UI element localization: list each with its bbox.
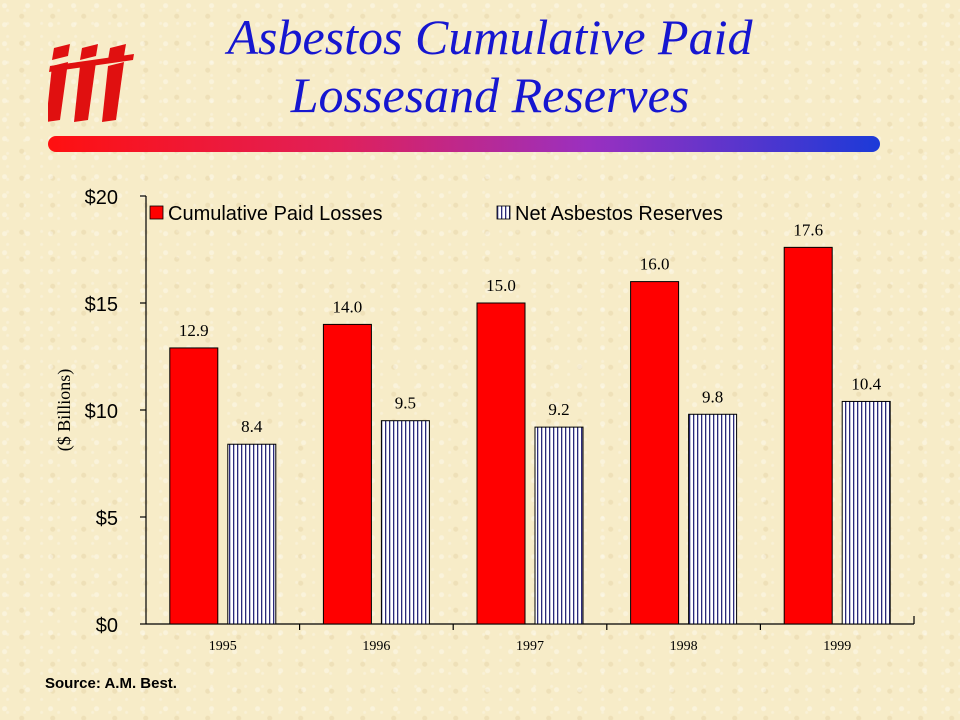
iii-logo <box>48 44 134 122</box>
x-tick-label: 1997 <box>516 639 544 654</box>
data-label-paid: 12.9 <box>179 321 209 340</box>
page-title: Asbestos Cumulative Paid Lossesand Reser… <box>150 8 830 124</box>
source-note: Source: A.M. Best. <box>45 675 177 692</box>
title-gradient-bar <box>48 136 880 152</box>
data-label-paid: 17.6 <box>793 220 823 239</box>
bar-paid-losses <box>630 281 680 625</box>
bar-paid-losses <box>322 323 372 625</box>
x-tick-label: 1996 <box>362 639 390 654</box>
y-axis-label: ($ Billions) <box>54 369 75 452</box>
bar-net-reserves <box>227 443 277 625</box>
bar-paid-losses <box>476 302 526 625</box>
bar-net-reserves <box>380 420 430 625</box>
y-tick-label: $5 <box>96 508 118 530</box>
bar-net-reserves <box>841 400 891 625</box>
x-tick-label: 1995 <box>209 639 237 654</box>
data-label-reserves: 8.4 <box>241 417 263 436</box>
title-line-2: Lossesand Reserves <box>290 67 690 123</box>
x-tick-label: 1999 <box>823 639 851 654</box>
bar-net-reserves <box>534 426 584 625</box>
data-label-paid: 16.0 <box>640 255 670 274</box>
legend-label-paid: Cumulative Paid Losses <box>168 203 383 225</box>
data-label-reserves: 9.8 <box>702 387 723 406</box>
data-label-paid: 15.0 <box>486 276 516 295</box>
y-tick-label: $15 <box>85 294 118 316</box>
x-tick-label: 1998 <box>670 639 698 654</box>
data-label-reserves: 10.4 <box>851 374 881 393</box>
bar-paid-losses <box>783 246 833 625</box>
bar-net-reserves <box>688 413 738 625</box>
y-tick-label: $20 <box>85 187 118 209</box>
data-label-reserves: 9.2 <box>548 400 569 419</box>
legend-swatch-paid <box>149 205 164 220</box>
data-label-reserves: 9.5 <box>395 394 416 413</box>
legend-label-reserves: Net Asbestos Reserves <box>515 203 723 225</box>
y-tick-label: $0 <box>96 615 118 637</box>
data-label-paid: 14.0 <box>333 297 363 316</box>
legend-swatch-reserves <box>496 205 511 220</box>
title-line-1: Asbestos Cumulative Paid <box>227 9 753 65</box>
legend: Cumulative Paid Losses Net Asbestos Rese… <box>149 203 723 225</box>
bar-paid-losses <box>169 347 219 625</box>
y-tick-label: $10 <box>85 401 118 423</box>
